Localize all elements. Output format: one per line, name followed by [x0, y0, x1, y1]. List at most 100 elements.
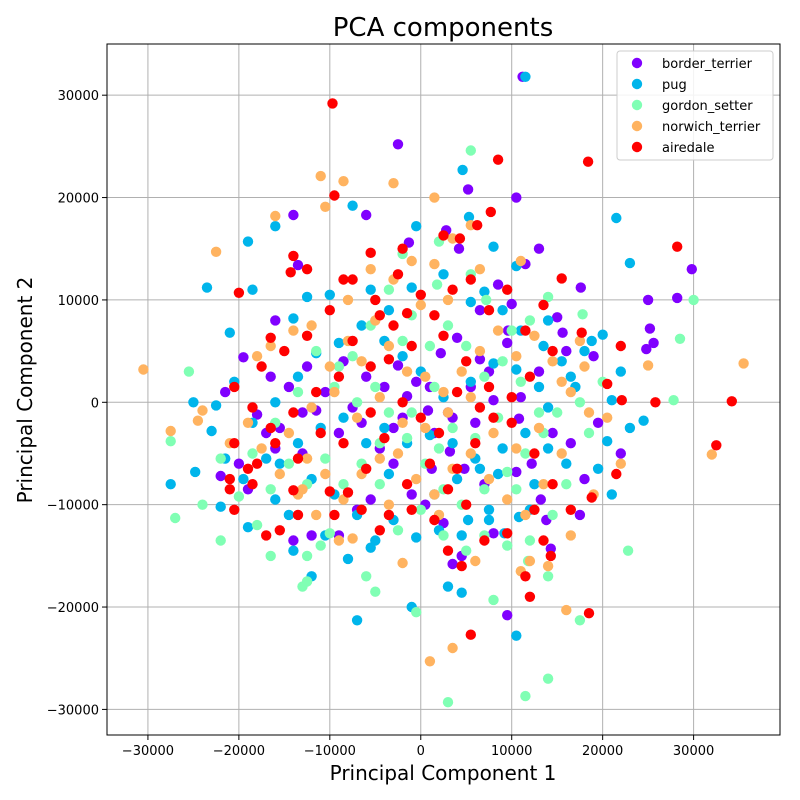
data-point-norwich_terrier [397, 557, 408, 569]
data-point-airedale [456, 560, 467, 572]
data-point-norwich_terrier [242, 417, 254, 428]
data-point-border_terrier [574, 509, 586, 521]
data-point-pug [457, 164, 468, 176]
data-point-gordon_setter [292, 386, 304, 398]
data-point-pug [270, 494, 281, 505]
data-point-pug [474, 463, 486, 474]
data-point-border_terrier [462, 184, 474, 195]
data-point-airedale [251, 458, 263, 469]
legend-box [616, 50, 774, 161]
data-point-gordon_setter [401, 432, 413, 444]
data-point-airedale [538, 535, 549, 546]
data-point-norwich_terrier [583, 407, 595, 418]
data-point-airedale [492, 154, 504, 165]
data-point-gordon_setter [361, 571, 372, 582]
data-point-airedale [301, 330, 313, 341]
data-point-border_terrier [220, 386, 231, 398]
data-point-norwich_terrier [320, 201, 331, 212]
data-point-gordon_setter [547, 509, 558, 521]
data-point-pug [324, 289, 335, 300]
data-point-norwich_terrier [374, 392, 385, 403]
data-point-norwich_terrier [556, 376, 567, 387]
data-point-airedale [338, 438, 349, 449]
data-point-norwich_terrier [315, 170, 326, 182]
data-point-gordon_setter [502, 540, 513, 551]
data-point-norwich_terrier [465, 392, 476, 403]
legend-marker [631, 141, 643, 153]
data-point-norwich_terrier [392, 448, 404, 459]
data-point-gordon_setter [301, 550, 313, 562]
data-point-airedale [465, 274, 476, 285]
data-point-airedale [472, 220, 483, 231]
data-point-airedale [461, 356, 472, 367]
data-point-airedale [256, 361, 267, 372]
data-point-norwich_terrier [338, 176, 349, 187]
data-point-border_terrier [411, 376, 422, 387]
data-point-gordon_setter [170, 512, 181, 524]
data-point-airedale [224, 473, 235, 485]
data-point-norwich_terrier [706, 449, 717, 460]
y-tick-label: −30000 [47, 703, 99, 718]
data-point-airedale [270, 438, 281, 449]
data-point-pug [438, 269, 449, 280]
data-point-pug [242, 522, 254, 533]
data-point-border_terrier [406, 489, 417, 500]
chart-title: PCA components [333, 13, 554, 43]
data-point-norwich_terrier [465, 448, 476, 459]
data-point-gordon_setter [265, 550, 276, 562]
data-point-border_terrier [297, 407, 308, 418]
data-point-airedale [229, 504, 240, 515]
data-point-airedale [502, 284, 513, 295]
data-point-border_terrier [488, 395, 499, 406]
data-point-airedale [447, 284, 458, 295]
data-point-gordon_setter [481, 294, 492, 306]
data-point-norwich_terrier [456, 366, 467, 377]
data-point-airedale [433, 427, 445, 439]
data-point-gordon_setter [283, 458, 295, 469]
data-point-norwich_terrier [533, 422, 545, 434]
data-point-border_terrier [451, 332, 463, 343]
data-point-gordon_setter [533, 407, 545, 418]
data-point-airedale [261, 530, 272, 541]
data-point-norwich_terrier [524, 555, 536, 567]
data-point-airedale [454, 233, 466, 244]
data-point-norwich_terrier [442, 407, 454, 418]
data-point-pug [165, 479, 176, 490]
data-point-airedale [547, 345, 558, 357]
data-point-border_terrier [545, 543, 556, 554]
data-point-gordon_setter [577, 309, 588, 320]
data-point-norwich_terrier [420, 371, 431, 382]
data-point-airedale [265, 332, 276, 343]
data-point-norwich_terrier [438, 386, 449, 398]
data-point-gordon_setter [297, 581, 308, 592]
data-point-gordon_setter [438, 530, 449, 541]
data-point-airedale [285, 267, 296, 278]
data-point-border_terrier [301, 361, 313, 372]
data-point-border_terrier [333, 427, 345, 439]
data-point-gordon_setter [542, 571, 554, 582]
data-point-border_terrier [306, 530, 317, 541]
data-point-gordon_setter [411, 607, 422, 618]
data-point-pug [383, 305, 395, 316]
data-point-norwich_terrier [424, 656, 436, 667]
data-point-airedale [315, 427, 326, 439]
data-point-airedale [650, 397, 661, 408]
data-point-norwich_terrier [356, 356, 367, 367]
data-point-gordon_setter [524, 315, 536, 326]
data-point-gordon_setter [461, 340, 472, 352]
data-point-pug [190, 466, 201, 478]
data-point-norwich_terrier [488, 427, 499, 439]
data-point-border_terrier [535, 494, 546, 505]
data-point-pug [406, 282, 417, 293]
data-point-airedale [361, 463, 372, 474]
data-point-norwich_terrier [511, 351, 522, 362]
data-point-pug [338, 412, 349, 423]
data-point-airedale [672, 241, 683, 252]
data-point-border_terrier [511, 192, 522, 203]
data-point-airedale [611, 468, 622, 480]
data-point-pug [456, 530, 467, 541]
data-point-norwich_terrier [333, 535, 345, 546]
data-point-norwich_terrier [738, 358, 749, 369]
data-point-norwich_terrier [574, 335, 586, 347]
data-point-gordon_setter [488, 594, 499, 606]
